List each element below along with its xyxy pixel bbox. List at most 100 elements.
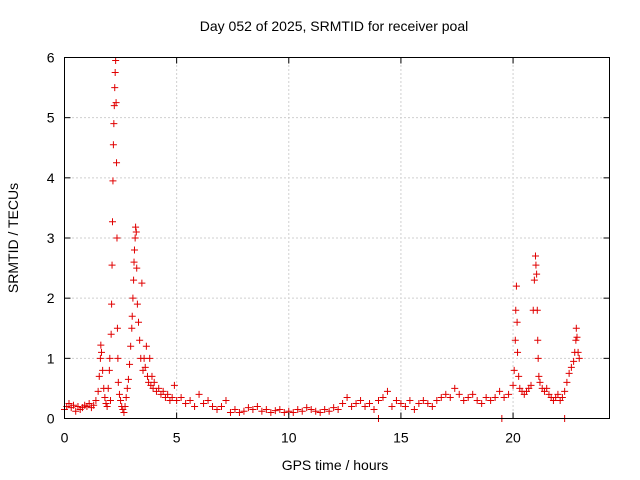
data-point [108, 300, 116, 308]
data-point [131, 234, 139, 242]
data-point [217, 402, 225, 410]
data-point [532, 261, 540, 269]
data-point [112, 99, 120, 107]
data-point [536, 378, 544, 386]
x-axis-label: GPS time / hours [282, 457, 389, 473]
data-point [96, 354, 104, 362]
data-point [113, 234, 121, 242]
data-point [253, 402, 261, 410]
y-axis-label: SRMTID / TECUs [5, 183, 21, 293]
data-point [482, 393, 490, 401]
data-point [138, 279, 146, 287]
data-point [135, 318, 143, 326]
data-point [124, 375, 132, 383]
data-point [103, 402, 111, 410]
data-points [61, 57, 583, 422]
data-point [110, 120, 118, 128]
data-point [168, 393, 176, 401]
data-point [94, 387, 102, 395]
data-point [573, 333, 581, 341]
data-point [213, 405, 221, 413]
data-point [374, 396, 382, 404]
data-point [141, 363, 149, 371]
data-point [511, 336, 519, 344]
data-point [533, 306, 541, 314]
data-point [90, 401, 98, 409]
data-point [148, 372, 156, 380]
data-point [419, 396, 427, 404]
data-point [195, 390, 203, 398]
data-point [142, 342, 150, 350]
y-tick-label: 0 [47, 411, 55, 427]
data-point [491, 393, 499, 401]
data-point [437, 393, 445, 401]
data-point [121, 402, 129, 410]
data-point [204, 396, 212, 404]
data-point [107, 330, 115, 338]
data-point [469, 390, 477, 398]
data-point [186, 396, 194, 404]
data-point [515, 372, 523, 380]
data-point [512, 282, 520, 290]
data-point [114, 354, 122, 362]
data-point [258, 407, 266, 415]
data-point [209, 402, 217, 410]
data-point [565, 369, 573, 377]
data-point [530, 276, 538, 284]
data-point [366, 399, 374, 407]
data-point [150, 378, 158, 386]
data-point [122, 393, 130, 401]
data-point [249, 405, 257, 413]
data-point [191, 402, 199, 410]
data-point [478, 399, 486, 407]
data-point [159, 387, 167, 395]
data-point [572, 336, 580, 344]
data-point [383, 387, 391, 395]
data-point [509, 381, 517, 389]
data-point [110, 102, 118, 110]
data-point [130, 276, 138, 284]
data-point [446, 393, 454, 401]
data-point [289, 408, 297, 416]
axis-ticks: 0 5 10 15 20 0 1 2 3 4 5 6 [47, 50, 610, 446]
data-point [85, 399, 93, 407]
data-point [424, 399, 432, 407]
data-point [155, 384, 163, 392]
data-point [442, 390, 450, 398]
data-point [512, 306, 520, 314]
data-point [307, 405, 315, 413]
x-tick-label: 15 [393, 430, 409, 446]
data-point [132, 223, 140, 231]
data-point [267, 408, 275, 416]
data-point [433, 396, 441, 404]
data-point [173, 396, 181, 404]
data-point [101, 393, 109, 401]
y-tick-label: 3 [47, 230, 55, 246]
data-point [111, 69, 119, 77]
data-point [505, 390, 513, 398]
data-point [126, 360, 134, 368]
data-point [114, 378, 122, 386]
data-point [136, 336, 144, 344]
data-point [303, 404, 311, 412]
data-point [244, 404, 252, 412]
data-point [170, 381, 178, 389]
x-tick-label: 20 [505, 430, 521, 446]
data-point [534, 354, 542, 362]
data-point [325, 407, 333, 415]
data-point [262, 405, 270, 413]
data-point [97, 341, 105, 349]
data-point [200, 399, 208, 407]
data-point [388, 402, 396, 410]
data-point [428, 402, 436, 410]
data-point [531, 252, 539, 260]
data-point [321, 405, 329, 413]
data-point [464, 393, 472, 401]
data-point [361, 402, 369, 410]
data-point [379, 393, 387, 401]
data-point [276, 405, 284, 413]
data-point [496, 387, 504, 395]
data-point [108, 261, 116, 269]
data-point [343, 393, 351, 401]
